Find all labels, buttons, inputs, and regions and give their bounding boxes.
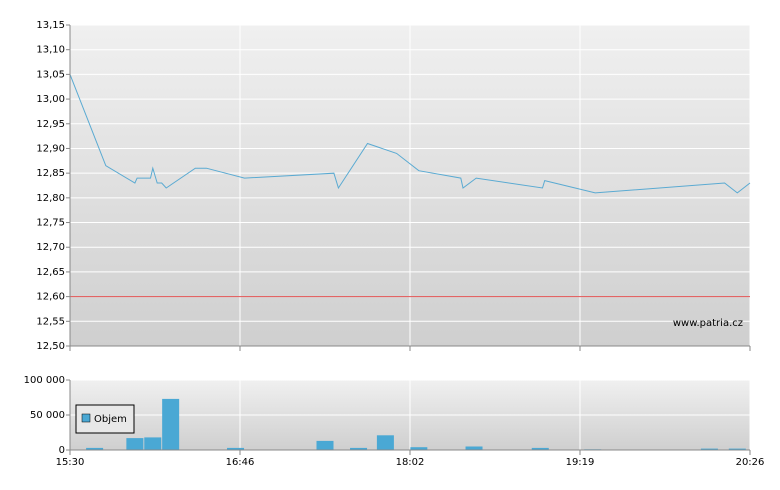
y-tick-label: 12,85 [36,168,65,179]
y-tick-label: 50 000 [30,410,65,421]
volume-bar [227,447,245,450]
y-tick-label: 12,50 [36,341,65,352]
volume-bar [162,398,180,450]
y-tick-label: 13,10 [36,45,65,56]
volume-bar [376,435,394,450]
y-tick-label: 12,80 [36,193,65,204]
x-tick-label: 18:02 [396,457,425,468]
y-tick-label: 12,65 [36,267,65,278]
watermark: www.patria.cz [673,318,743,329]
price-line [69,74,751,194]
y-tick-label: 13,00 [36,94,65,105]
x-tick-label: 19:19 [566,457,595,468]
x-tick-label: 15:30 [56,457,85,468]
volume-bar [316,440,334,450]
volume-bar [728,448,746,450]
y-tick-label: 12,70 [36,242,65,253]
y-tick-label: 0 [59,445,65,456]
volume-bar [126,438,144,450]
y-tick-label: 100 000 [24,375,65,386]
x-tick-label: 20:26 [736,457,765,468]
y-tick-label: 12,75 [36,218,65,229]
y-tick-label: 13,05 [36,69,65,80]
y-tick-label: 12,90 [36,143,65,154]
volume-bar [700,448,718,450]
volume-bar [531,447,549,450]
x-tick-label: 16:46 [226,457,255,468]
volume-bar [465,446,483,450]
volume-bar [350,447,368,450]
y-tick-label: 12,60 [36,292,65,303]
volume-bar [86,447,104,450]
volume-bar [144,437,162,450]
y-tick-label: 13,15 [36,20,65,31]
legend-swatch [81,413,91,423]
legend: Objem [75,404,135,434]
y-tick-label: 12,55 [36,316,65,327]
y-tick-label: 12,95 [36,119,65,130]
legend-label: Objem [94,414,127,425]
volume-bar [410,447,428,450]
